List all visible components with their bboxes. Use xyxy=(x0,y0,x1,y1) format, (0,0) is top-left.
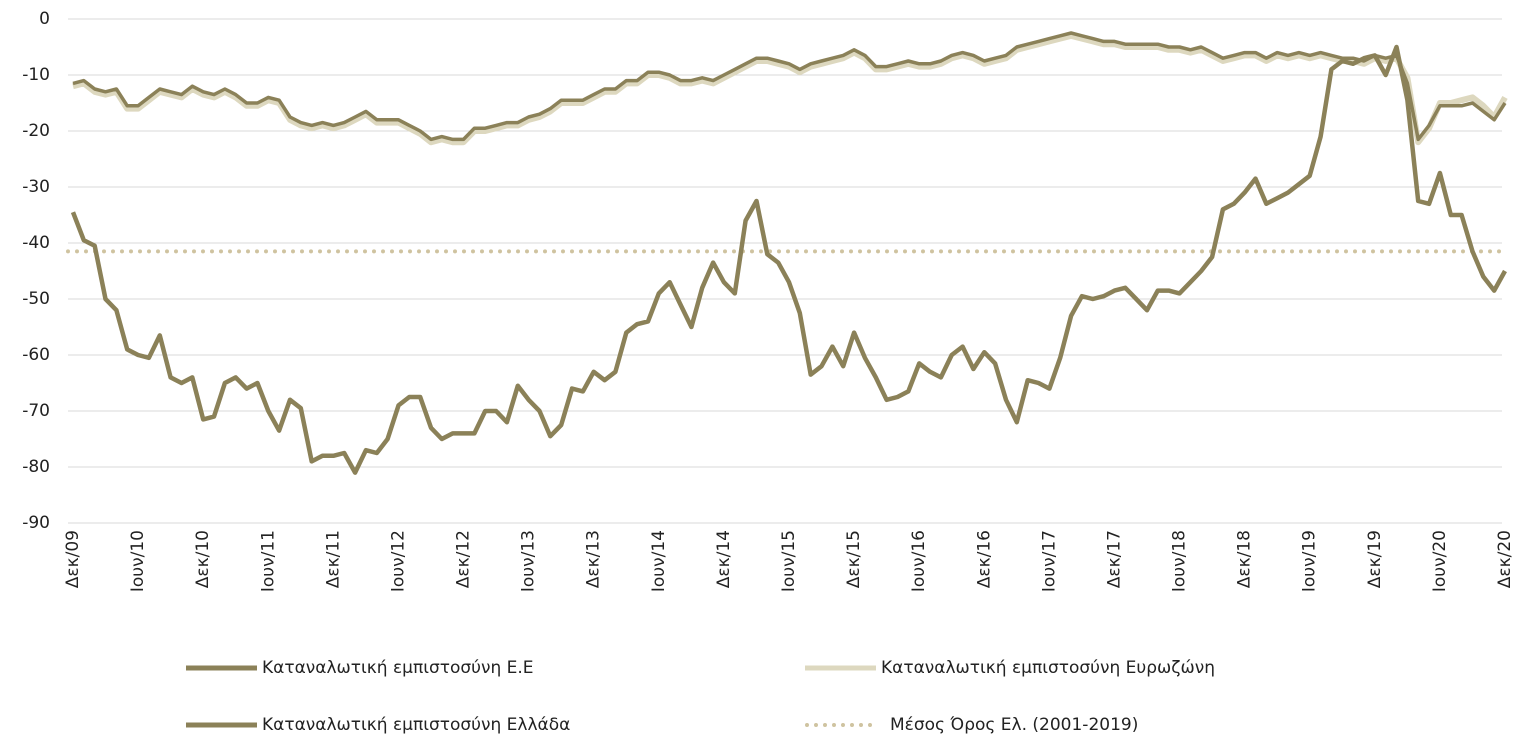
x-tick-label: Ιουν/17 xyxy=(1039,530,1059,592)
y-tick-label: -70 xyxy=(22,401,50,421)
legend-label: Καταναλωτική εμπιστοσύνη Ελλάδα xyxy=(262,715,570,735)
series-line xyxy=(70,44,1507,475)
y-tick-label: -60 xyxy=(22,345,50,365)
series-line xyxy=(72,32,1508,146)
x-tick-label: Δεκ/12 xyxy=(454,530,474,588)
x-tick-label: Ιουν/13 xyxy=(519,530,539,592)
y-tick-label: -20 xyxy=(22,121,50,141)
y-tick-label: -80 xyxy=(22,457,50,477)
x-tick-label: Ιουν/16 xyxy=(909,530,929,592)
x-tick-label: Δεκ/14 xyxy=(714,530,734,588)
x-tick-label: Δεκ/09 xyxy=(63,530,83,588)
y-tick-label: 0 xyxy=(39,9,50,29)
x-tick-label: Δεκ/20 xyxy=(1495,530,1515,588)
x-tick-label: Δεκ/15 xyxy=(844,530,864,588)
x-tick-label: Δεκ/10 xyxy=(193,530,213,588)
x-tick-label: Δεκ/19 xyxy=(1365,530,1385,588)
y-tick-label: -90 xyxy=(22,513,50,533)
x-tick-label: Ιουν/15 xyxy=(779,530,799,592)
x-tick-label: Δεκ/13 xyxy=(584,530,604,588)
series-line xyxy=(72,31,1507,142)
x-tick-label: Δεκ/17 xyxy=(1104,530,1124,588)
x-tick-label: Δεκ/11 xyxy=(323,530,343,588)
legend-label: Καταναλωτική εμπιστοσύνη Ευρωζώνη xyxy=(881,658,1215,678)
x-tick-label: Ιουν/20 xyxy=(1430,530,1450,592)
x-tick-label: Ιουν/19 xyxy=(1300,530,1320,592)
y-tick-label: -40 xyxy=(22,233,50,253)
x-tick-label: Ιουν/14 xyxy=(649,530,669,592)
x-tick-label: Δεκ/16 xyxy=(974,530,994,588)
x-tick-label: Ιουν/18 xyxy=(1170,530,1190,592)
legend-label: Μέσος Όρος Ελ. (2001-2019) xyxy=(890,715,1138,735)
x-tick-label: Ιουν/12 xyxy=(388,530,408,592)
y-tick-label: -30 xyxy=(22,177,50,197)
x-tick-label: Ιουν/11 xyxy=(258,530,278,592)
y-tick-label: -50 xyxy=(22,289,50,309)
x-tick-label: Δεκ/18 xyxy=(1235,530,1255,588)
legend-label: Καταναλωτική εμπιστοσύνη Ε.Ε xyxy=(262,658,534,678)
y-tick-label: -10 xyxy=(22,65,50,85)
x-tick-label: Ιουν/10 xyxy=(128,530,148,592)
